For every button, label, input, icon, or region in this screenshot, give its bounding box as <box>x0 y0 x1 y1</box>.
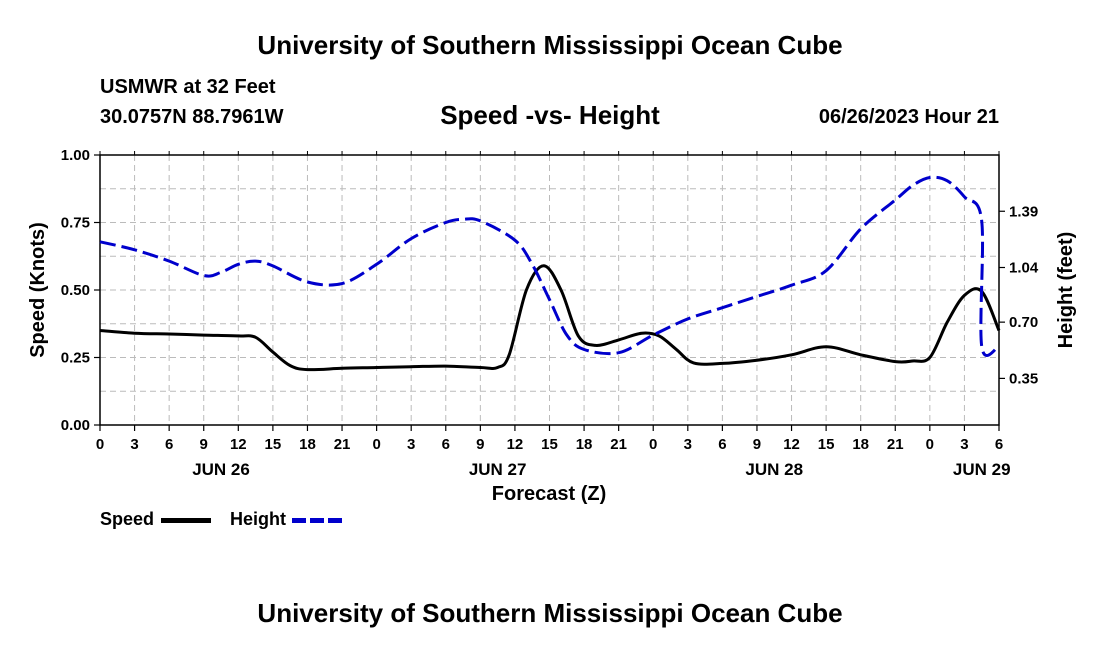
footer-title: University of Southern Mississippi Ocean… <box>257 598 843 628</box>
day-label: JUN 27 <box>469 460 527 479</box>
y-left-tick-label: 1.00 <box>61 147 90 164</box>
x-tick-label: 9 <box>200 436 208 453</box>
x-tick-label: 3 <box>130 436 138 453</box>
y-left-tick-label: 0.75 <box>61 215 90 232</box>
series-line-height <box>99 175 1000 357</box>
x-tick-label: 3 <box>684 436 692 453</box>
x-tick-label: 6 <box>995 436 1003 453</box>
y-left-tick-label: 0.00 <box>61 417 90 434</box>
x-tick-label: 9 <box>753 436 761 453</box>
x-tick-label: 0 <box>96 436 104 453</box>
x-tick-label: 0 <box>926 436 934 453</box>
x-tick-label: 3 <box>407 436 415 453</box>
x-tick-label: 6 <box>442 436 450 453</box>
y-left-tick-label: 0.50 <box>61 282 90 299</box>
x-tick-label: 0 <box>372 436 380 453</box>
x-tick-label: 0 <box>649 436 657 453</box>
series-line-speed <box>99 264 1001 372</box>
x-tick-label: 12 <box>230 436 247 453</box>
y-right-tick-label: 0.70 <box>1009 314 1038 331</box>
x-tick-label: 12 <box>783 436 800 453</box>
x-tick-label: 18 <box>299 436 316 453</box>
day-label: JUN 28 <box>745 460 803 479</box>
station-name: USMWR at 32 Feet <box>100 76 276 98</box>
x-tick-label: 18 <box>576 436 593 453</box>
day-label: JUN 29 <box>953 460 1011 479</box>
x-tick-label: 12 <box>507 436 524 453</box>
x-tick-label: 3 <box>960 436 968 453</box>
x-tick-label: 15 <box>541 436 558 453</box>
x-tick-label: 18 <box>852 436 869 453</box>
station-coordinates: 30.0757N 88.7961W <box>100 106 284 128</box>
x-tick-label: 9 <box>476 436 484 453</box>
y-axis-label-right: Height (feet) <box>1055 232 1077 349</box>
x-tick-label: 21 <box>887 436 904 453</box>
x-tick-label: 21 <box>334 436 351 453</box>
axis-ticks: 0 3 6 9 12 15 18 21 0 3 6 9 12 15 18 21 0 3 6 9 12 15 18 21 0 3 6 J… <box>61 147 1039 479</box>
grid <box>100 155 999 425</box>
legend-speed-swatch <box>161 518 211 523</box>
forecast-datetime: 06/26/2023 Hour 21 <box>818 106 999 128</box>
legend-speed-label: Speed <box>100 509 155 529</box>
series-lines <box>99 175 1001 372</box>
y-right-tick-label: 0.35 <box>1009 370 1038 387</box>
y-right-tick-label: 1.04 <box>1009 260 1039 277</box>
y-left-tick-label: 0.25 <box>61 350 90 367</box>
x-tick-label: 6 <box>718 436 726 453</box>
x-tick-label: 21 <box>610 436 627 453</box>
y-right-tick-label: 1.39 <box>1009 203 1038 220</box>
legend-height-swatch <box>292 518 342 523</box>
chart-subtitle: Speed -vs- Height <box>440 100 660 130</box>
y-axis-label-left: Speed (Knots) <box>27 222 49 358</box>
legend-height-label: Height <box>230 509 286 529</box>
chart-title: University of Southern Mississippi Ocean… <box>257 30 843 60</box>
day-label: JUN 26 <box>192 460 250 479</box>
x-tick-label: 15 <box>265 436 282 453</box>
x-tick-label: 15 <box>818 436 835 453</box>
x-tick-label: 6 <box>165 436 173 453</box>
x-axis-label: Forecast (Z) <box>492 483 606 505</box>
